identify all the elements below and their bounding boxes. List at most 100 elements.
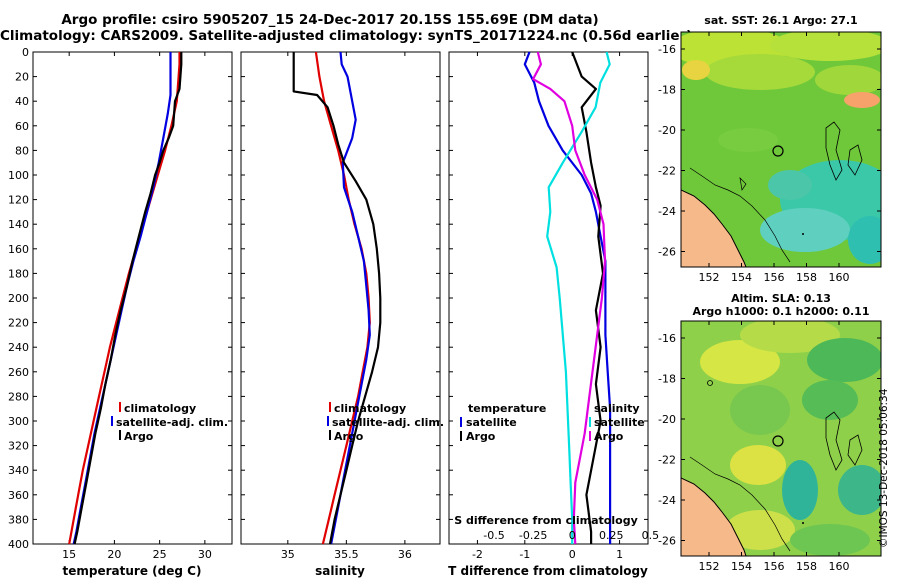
legend-heading-temperature: temperature	[468, 402, 546, 415]
series-line-s-argo	[531, 51, 607, 545]
map-lat-label: -20	[658, 124, 676, 137]
salinity-xlabel: salinity	[315, 564, 365, 578]
series-line-satellite-adj-clim-	[330, 51, 371, 545]
legend-label: satellite	[594, 416, 645, 429]
series-line-t-argo	[571, 51, 605, 544]
top-tick-label: -0.5	[483, 529, 504, 542]
x-tick-label: 36	[398, 548, 412, 561]
sla-map	[680, 320, 882, 557]
depth-tick-label: 260	[8, 366, 29, 379]
map-lat-label: -24	[658, 494, 676, 507]
legend-label: Argo	[594, 430, 624, 443]
temperature-legend: climatology satellite-adj. clim. Argo	[111, 402, 228, 443]
legend-label: satellite-adj. clim.	[116, 416, 228, 429]
depth-tick-label: 0	[22, 46, 29, 59]
temperature-xlabel: temperature (deg C)	[63, 564, 202, 578]
temperature-plot: 15 20 25 30	[33, 51, 232, 561]
imos-timestamp: ©IMOS 13-Dec-2018 05:06:34	[878, 388, 890, 548]
depth-tick-label: 160	[8, 243, 29, 256]
difference-top-xlabel: S difference from climatology	[454, 514, 638, 527]
argo-position-marker	[772, 435, 784, 447]
map-lat-label: -26	[658, 535, 676, 548]
title-line-2: Climatology: CARS2009. Satellite-adjuste…	[0, 28, 693, 44]
salinity-legend: climatology satellite-adj. clim. Argo	[327, 402, 444, 443]
map-lat-label: -26	[658, 246, 676, 259]
depth-tick-label: 140	[8, 218, 29, 231]
depth-tick-label: 120	[8, 194, 29, 207]
x-tick-label: 25	[153, 548, 167, 561]
x-tick-label: 0	[569, 548, 576, 561]
legend-label: Argo	[124, 430, 154, 443]
salinity-difference-ticks: -0.5 -0.25 0 0.25 0.5	[483, 529, 659, 542]
legend-label: satellite-adj. clim.	[332, 416, 444, 429]
map-lat-label: -24	[658, 205, 676, 218]
series-line-s-satellite	[546, 51, 611, 544]
depth-tick-label: 280	[8, 390, 29, 403]
map-lon-label: 152	[699, 560, 720, 573]
depth-tick-label: 240	[8, 341, 29, 354]
map-lon-label: 158	[796, 560, 817, 573]
sla-map-axes: -16 -18 -20 -22 -24 -26 152 154 156 158 160	[658, 321, 881, 573]
map-lon-label: 156	[764, 560, 785, 573]
depth-tick-label: 200	[8, 292, 29, 305]
map-lon-label: 160	[829, 560, 850, 573]
top-tick-label: -0.25	[519, 529, 547, 542]
depth-tick-label: 20	[15, 71, 29, 84]
difference-plot: -2 -1 0 1	[449, 51, 648, 561]
map-lon-label: 158	[796, 271, 817, 284]
map-lon-label: 154	[731, 560, 752, 573]
depth-tick-label: 80	[15, 144, 29, 157]
depth-tick-label: 360	[8, 489, 29, 502]
x-tick-label: -1	[519, 548, 530, 561]
x-tick-label: 20	[107, 548, 121, 561]
depth-tick-label: 40	[15, 95, 29, 108]
series-line-argo	[73, 52, 183, 545]
difference-legend: temperature satellite Argo salinity sate…	[460, 402, 645, 443]
depth-tick-label: 180	[8, 267, 29, 280]
depth-tick-label: 100	[8, 169, 29, 182]
top-tick-label: 0.5	[642, 529, 660, 542]
x-tick-label: 1	[616, 548, 623, 561]
legend-label: Argo	[466, 430, 496, 443]
legend-label: satellite	[466, 416, 517, 429]
map-lon-label: 152	[699, 271, 720, 284]
depth-tick-label: 400	[8, 538, 29, 551]
salinity-plot: 35 35.5 36	[241, 51, 440, 561]
depth-axis: 0 20 40 60 80 100 120 140 160 180 200 220 240 260 280 3…	[8, 46, 29, 551]
x-tick-label: 35.5	[334, 548, 359, 561]
legend-label: climatology	[124, 402, 196, 415]
title-line-1: Argo profile: csiro 5905207_15 24-Dec-20…	[61, 12, 599, 28]
x-tick-label: 35	[281, 548, 295, 561]
depth-tick-label: 60	[15, 120, 29, 133]
difference-xlabel: T difference from climatology	[448, 564, 648, 578]
map-lon-label: 154	[731, 271, 752, 284]
series-line-climatology	[314, 51, 371, 545]
depth-tick-label: 380	[8, 513, 29, 526]
x-tick-label: 30	[198, 548, 212, 561]
series-line-argo	[292, 52, 382, 545]
map-lon-label: 156	[764, 271, 785, 284]
temperature-panel-frame	[32, 51, 233, 545]
map-lat-label: -18	[658, 84, 676, 97]
map-lat-label: -16	[658, 43, 676, 56]
argo-position-marker	[772, 145, 784, 157]
depth-tick-label: 340	[8, 464, 29, 477]
sst-map	[680, 31, 882, 268]
map-lat-label: -22	[658, 165, 676, 178]
map-lat-label: -22	[658, 454, 676, 467]
x-tick-label: 15	[62, 548, 76, 561]
sla-map-title-2: Argo h1000: 0.1 h2000: 0.11	[692, 305, 870, 318]
depth-tick-label: 220	[8, 317, 29, 330]
depth-tick-label: 300	[8, 415, 29, 428]
x-tick-label: -2	[472, 548, 483, 561]
sla-map-title-1: Altim. SLA: 0.13	[731, 292, 831, 305]
legend-label: climatology	[334, 402, 406, 415]
map-lat-label: -18	[658, 373, 676, 386]
map-lon-label: 160	[829, 271, 850, 284]
series-line-t-satellite	[523, 51, 612, 544]
map-lat-label: -16	[658, 332, 676, 345]
sst-map-axes: -16 -18 -20 -22 -24 -26 152 154 156 158 160	[658, 32, 881, 284]
depth-tick-label: 320	[8, 440, 29, 453]
map-lat-label: -20	[658, 413, 676, 426]
